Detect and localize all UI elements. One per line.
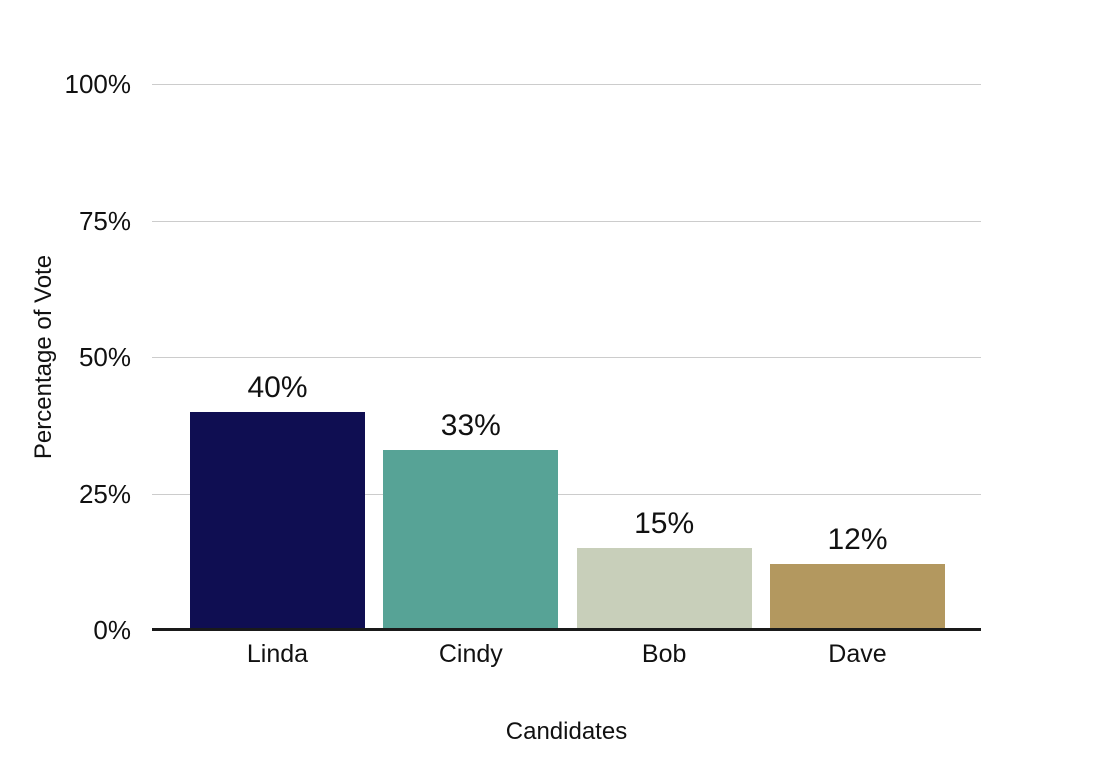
bar-linda[interactable]: [190, 411, 365, 630]
plot-area: 40% 33% 15% 12%: [152, 84, 981, 631]
x-tick-label-cindy: Cindy: [438, 640, 503, 668]
x-axis-tick-labels: Linda Cindy Bob Dave: [152, 642, 981, 672]
bar-value-label-bob: 15%: [634, 507, 695, 541]
bar-dave[interactable]: [769, 564, 945, 630]
x-axis-title: Candidates: [505, 718, 628, 745]
y-tick-label-100%: 100%: [64, 69, 132, 99]
gridline-100%: [152, 84, 981, 85]
y-tick-label-75%: 75%: [78, 205, 131, 236]
bar-value-label-linda: 40%: [247, 370, 308, 404]
x-tick-label-dave: Dave: [828, 640, 887, 668]
y-tick-label-25%: 25%: [78, 478, 131, 509]
x-tick-label-linda: Linda: [246, 640, 309, 668]
bar-value-label-cindy: 33%: [440, 408, 501, 442]
x-tick-label-bob: Bob: [641, 640, 687, 668]
bar-value-label-dave: 12%: [827, 523, 888, 557]
y-tick-label-0%: 0%: [93, 615, 131, 645]
x-axis-line: [152, 628, 981, 631]
bar-bob[interactable]: [576, 548, 752, 630]
y-tick-label-50%: 50%: [78, 342, 131, 372]
y-axis-tick-labels: 0% 25% 50% 75% 100%: [0, 71, 132, 643]
bar-cindy[interactable]: [383, 449, 559, 630]
gridline-50%: [152, 357, 981, 358]
gridline-25%: [152, 493, 981, 495]
gridline-75%: [152, 220, 981, 222]
